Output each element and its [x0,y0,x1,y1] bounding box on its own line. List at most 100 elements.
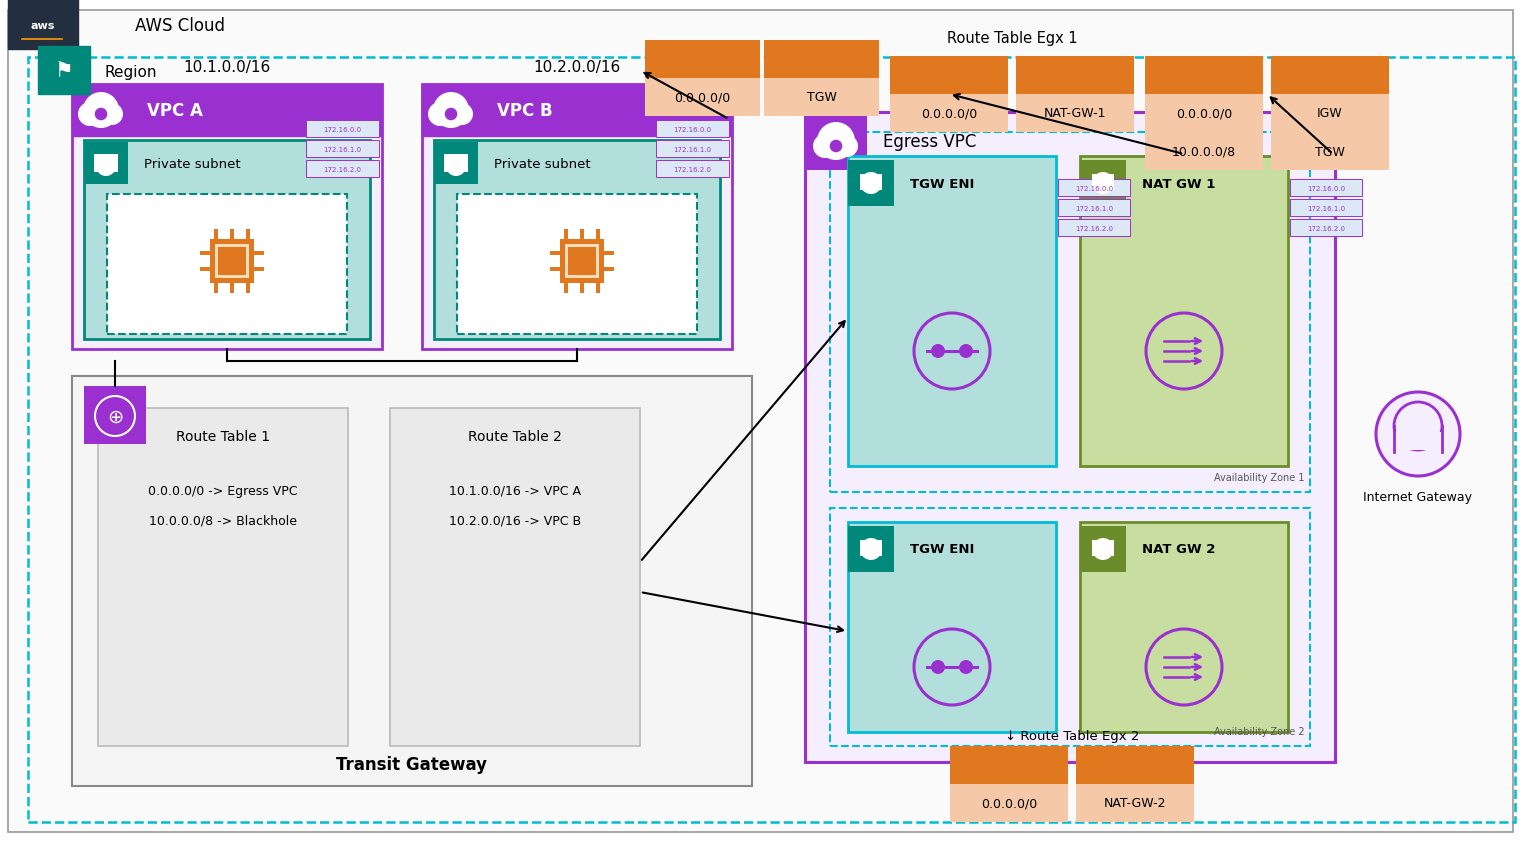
Circle shape [445,108,458,122]
Bar [200,268,210,272]
Bar [1290,180,1362,197]
Bar [1016,95,1135,133]
Bar [230,284,235,294]
Bar [306,161,379,178]
Bar [1080,522,1288,732]
Text: Egress VPC: Egress VPC [883,133,976,151]
Bar [560,240,605,284]
Text: Transit Gateway: Transit Gateway [337,755,487,773]
Circle shape [451,104,474,126]
Bar [550,268,560,272]
Bar [830,508,1310,746]
Bar [1077,784,1194,822]
Text: 172.16.0.0: 172.16.0.0 [1075,186,1113,192]
Bar [656,141,730,158]
Bar [1058,200,1130,217]
Text: NAT GW 2: NAT GW 2 [1142,543,1215,556]
Bar [1077,746,1194,784]
Bar [247,284,250,294]
Bar [1272,95,1389,133]
Bar [306,121,379,138]
Text: 10.2.0.0/16: 10.2.0.0/16 [533,59,621,74]
Bar [94,154,117,173]
Bar [215,230,218,240]
Bar [434,143,478,185]
Text: 172.16.0.0: 172.16.0.0 [323,127,361,133]
Text: 172.16.1.0: 172.16.1.0 [673,147,711,153]
Text: ⚑: ⚑ [55,61,73,81]
Text: NAT-GW-2: NAT-GW-2 [1104,797,1167,809]
Text: VPC B: VPC B [496,102,553,120]
Circle shape [813,135,838,159]
Bar [247,230,250,240]
Text: 172.16.1.0: 172.16.1.0 [323,147,361,153]
Bar [568,247,595,276]
Bar [950,784,1068,822]
Bar [72,85,382,137]
Text: 0.0.0.0/0 -> Egress VPC: 0.0.0.0/0 -> Egress VPC [148,484,299,497]
Text: 10.0.0.0/8: 10.0.0.0/8 [1171,145,1237,159]
Circle shape [1375,392,1461,476]
Bar [38,47,90,95]
Bar [230,230,235,240]
Text: TGW ENI: TGW ENI [911,543,975,556]
Bar [1016,57,1135,95]
Bar [765,41,879,78]
Circle shape [1092,538,1113,560]
Bar [1080,527,1125,572]
Circle shape [1092,173,1113,195]
Bar [422,85,480,137]
Text: Internet Gateway: Internet Gateway [1363,490,1473,503]
Bar [605,268,614,272]
Text: Private subnet: Private subnet [145,157,241,170]
Circle shape [860,173,882,195]
Circle shape [816,123,854,161]
Circle shape [959,660,973,674]
Bar [564,284,568,294]
Circle shape [433,93,469,129]
Bar [422,85,733,137]
Bar [390,408,640,746]
Text: AWS Cloud: AWS Cloud [136,17,225,35]
Circle shape [931,660,944,674]
Text: NAT-GW-1: NAT-GW-1 [1043,107,1106,121]
Bar [8,0,78,50]
Circle shape [96,157,116,176]
Bar [765,78,879,116]
Bar [595,284,600,294]
Text: Route Table 1: Route Table 1 [177,430,270,443]
Bar [434,141,720,339]
Text: 10.0.0.0/8 -> Blackhole: 10.0.0.0/8 -> Blackhole [149,514,297,527]
Bar [1272,57,1389,95]
Bar [72,85,382,349]
Bar [1390,432,1445,451]
Bar [646,78,760,116]
Circle shape [959,344,973,359]
Bar [254,252,263,256]
Text: 0.0.0.0/0: 0.0.0.0/0 [921,107,978,121]
Bar [72,85,129,137]
Text: Private subnet: Private subnet [493,157,591,170]
Text: 0.0.0.0/0: 0.0.0.0/0 [1176,107,1232,121]
Bar [72,376,752,786]
Bar [422,85,733,349]
Bar [889,57,1008,95]
Bar [848,522,1055,732]
Bar [200,252,210,256]
Text: VPC A: VPC A [148,102,203,120]
Text: 0.0.0.0/0: 0.0.0.0/0 [981,797,1037,809]
Text: IGW: IGW [1317,107,1343,121]
Bar [646,41,760,78]
Bar [595,230,600,240]
Circle shape [836,136,857,158]
Text: 172.16.1.0: 172.16.1.0 [1307,206,1345,212]
Bar [254,268,263,272]
Bar [848,527,894,572]
Bar [84,141,370,339]
Text: Availability Zone 1: Availability Zone 1 [1214,473,1305,483]
Bar [445,154,468,173]
Bar [860,175,882,191]
Bar [306,141,379,158]
Bar [1080,161,1125,207]
Circle shape [829,140,844,154]
